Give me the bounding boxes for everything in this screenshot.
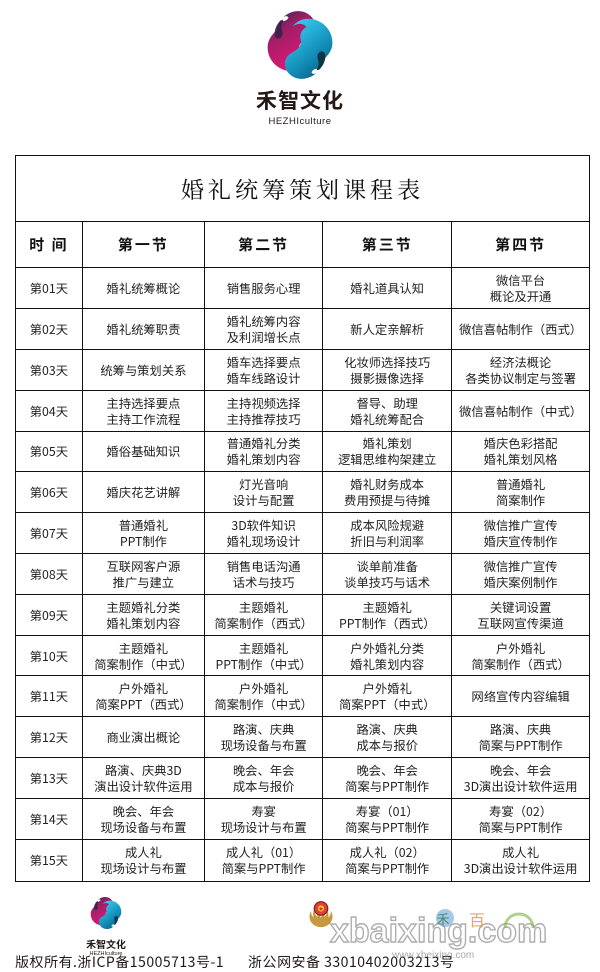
svg-text:百: 百: [469, 913, 485, 930]
svg-text:禾: 禾: [436, 912, 449, 927]
